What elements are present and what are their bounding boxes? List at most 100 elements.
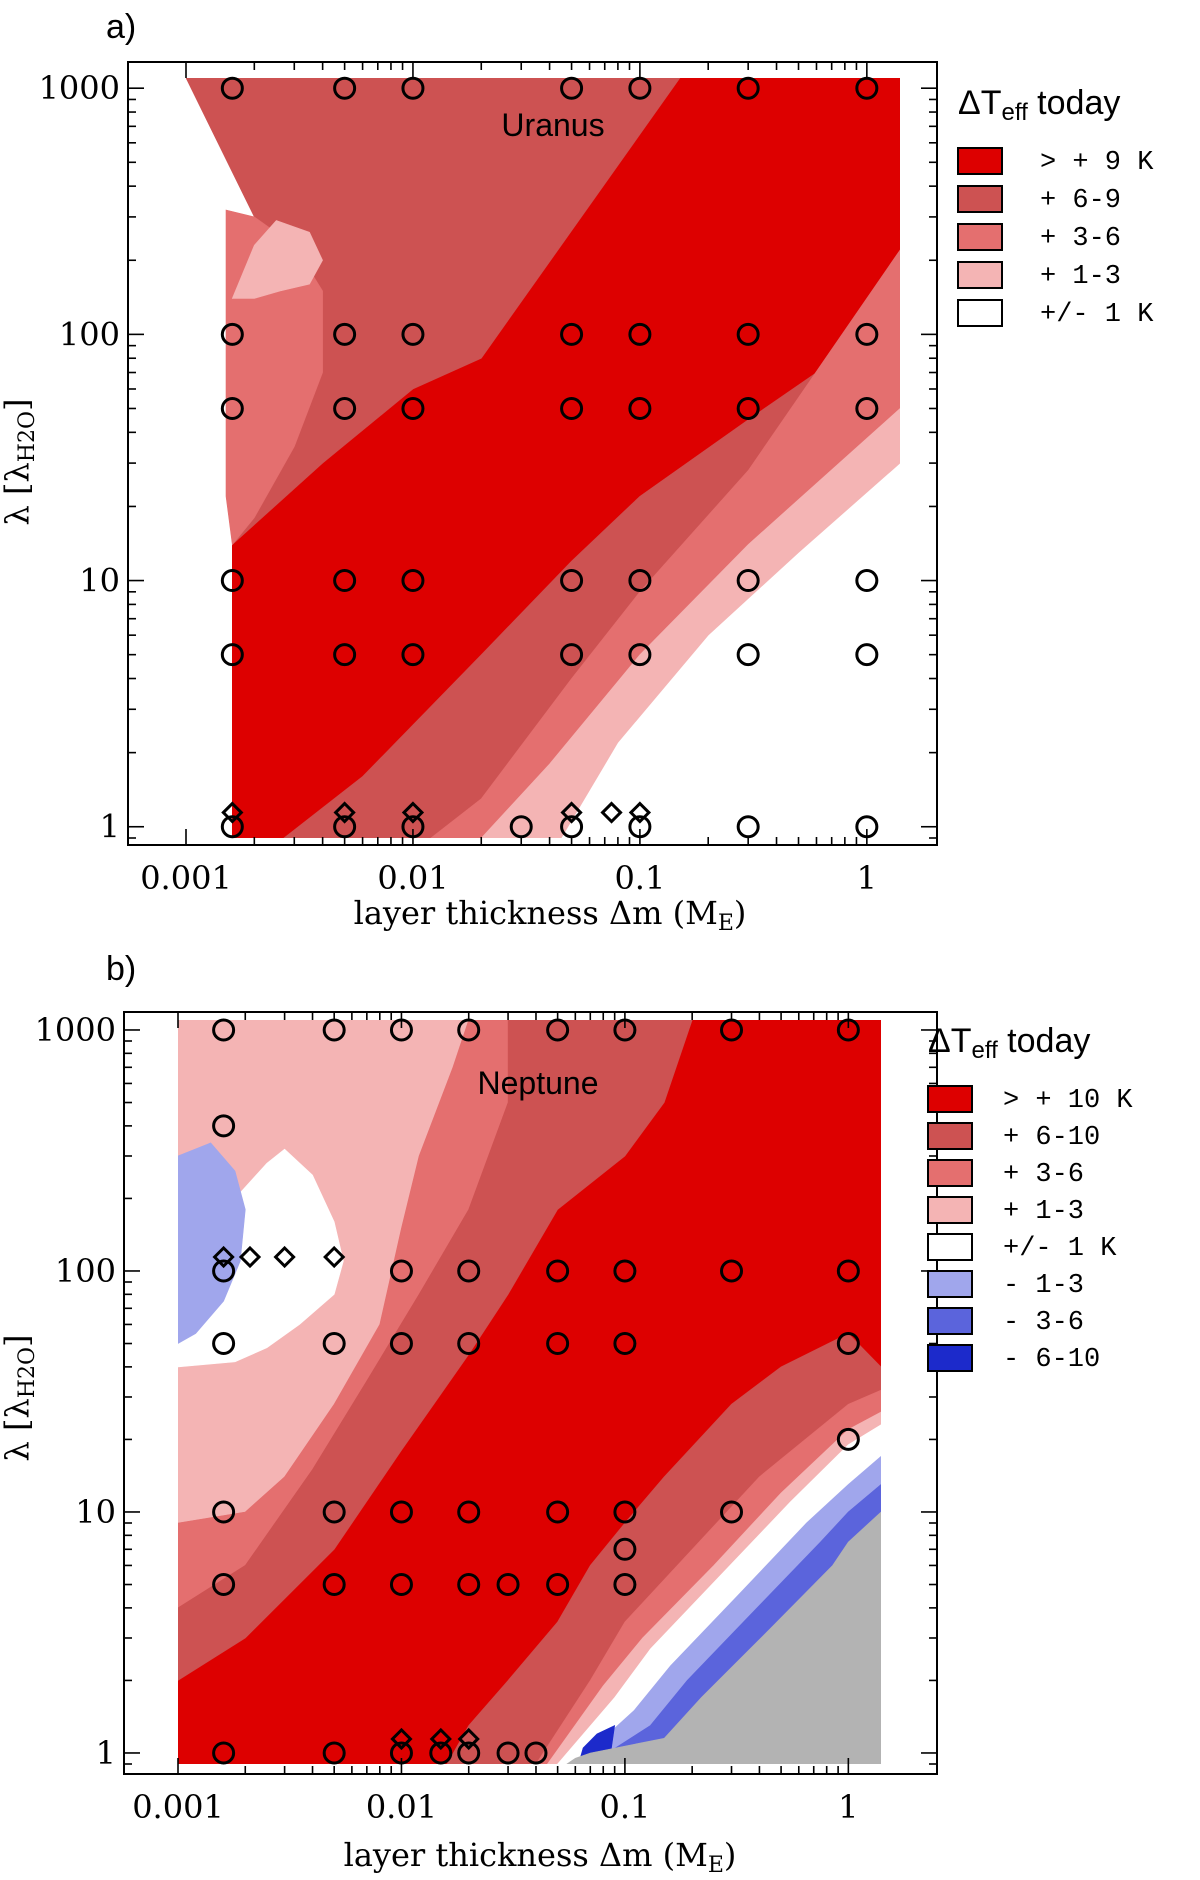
data-point-circle [457,1500,481,1524]
data-point-circle [546,1018,570,1042]
data-point-circle [457,1018,481,1042]
data-point-circle [333,76,357,100]
data-point-circle [401,322,425,346]
data-point-circle [457,1332,481,1356]
legend-swatch [927,1233,973,1261]
plot-area-b: 0.001 0.01 0.1 1 1 10 100 1000 [35,1011,938,1826]
data-point-circle [855,76,879,100]
data-point-circle [613,1573,637,1597]
data-point-diamond [401,801,425,824]
panel-b: b) 0.001 0.01 0.1 1 1 10 100 1000 Neptune layer… [0,950,1133,1878]
data-point-circle [389,1332,413,1356]
legend-swatch [957,299,1003,327]
data-point-circle [322,1573,346,1597]
region-band-6-10-left [178,1020,693,1681]
data-point-circle [220,569,244,593]
data-point-circle [457,1573,481,1597]
legend-label: + 1-3 [1003,1197,1084,1227]
legend-label: > + 9 K [1040,148,1154,178]
data-point-circle [220,76,244,100]
data-point-circle [560,322,584,346]
data-point-diamond [212,1245,235,1269]
data-point-circle [736,569,760,593]
data-point-circle [333,396,357,420]
panel-a: a) 0.001 0.01 0.1 1 1 10 100 1000 Uranus layer … [0,8,1154,936]
legend-b-title: ΔTeff today [928,1022,1090,1064]
panel-b-title: Neptune [478,1065,599,1101]
data-point-circle [836,1332,860,1356]
y-tick-label: 100 [59,315,120,353]
data-point-circle [855,643,879,667]
data-point-circle [560,815,584,839]
region-blue-left [178,1142,246,1344]
data-point-diamond [429,1727,452,1751]
legend-label: - 6-10 [1003,1345,1100,1375]
data-point-diamond [560,801,583,824]
data-point-diamond [457,1727,480,1751]
data-point-diamond [600,801,623,824]
data-point-circle [613,1259,637,1283]
data-point-diamond [333,801,356,824]
data-point-circle [389,1500,413,1524]
data-point-circle [836,1427,860,1451]
data-point-circle [389,1259,413,1283]
legend-swatch [927,1085,973,1113]
legend-swatch [957,223,1003,251]
data-point-circle [560,396,584,420]
panel-a-markers [220,76,879,839]
data-point-circle [322,1332,346,1356]
data-point-circle [496,1573,520,1597]
y-tick-label: 100 [55,1252,116,1290]
x-tick-label: 0.01 [377,859,448,897]
data-point-circle [855,569,879,593]
data-point-circle [628,322,652,346]
panel-b-ticks [124,1012,937,1774]
legend-swatch [927,1307,973,1335]
legend-swatch [927,1122,973,1150]
data-point-circle [720,1018,744,1042]
data-point-circle [389,1573,413,1597]
y-tick-label: 1 [100,808,120,846]
legend-swatch [927,1159,973,1187]
x-axis-label-a: layer thickness Δm (ME) [354,894,747,936]
data-point-circle [401,396,425,420]
panel-a-ticks [128,62,937,845]
region-band-1-3-lower [480,408,900,838]
data-point-circle [613,1500,637,1524]
legend-label: - 3-6 [1003,1308,1084,1338]
panel-a-label: a) [106,8,136,46]
data-point-circle [560,76,584,100]
y-tick-label: 1000 [39,69,120,107]
region-grey-no-data [566,1511,881,1764]
y-tick-label: 1 [96,1734,116,1772]
x-tick-label: 0.1 [599,1788,650,1826]
y-tick-label: 1000 [35,1011,116,1049]
data-point-circle [546,1500,570,1524]
legend-a: ΔTeff today > + 9 K + 6-9 + 3-6 + 1-3 +/- 1 … [957,84,1154,330]
data-point-circle [496,1741,520,1765]
data-point-circle [401,643,425,667]
data-point-circle [457,1741,481,1765]
data-point-circle [546,1259,570,1283]
data-point-circle [212,1500,236,1524]
panel-a-frame [127,61,938,846]
y-tick-label: 10 [79,562,120,600]
data-point-circle [457,1259,481,1283]
legend-swatch [927,1270,973,1298]
x-tick-label: 0.001 [132,1788,224,1826]
y-tick-label: 10 [75,1493,116,1531]
data-point-circle [628,643,652,667]
legend-label: +/- 1 K [1040,300,1154,330]
data-point-circle [212,1332,236,1356]
data-point-circle [401,569,425,593]
data-point-circle [429,1741,453,1765]
legend-label: + 3-6 [1003,1160,1084,1190]
panel-a-contour-regions [186,78,900,838]
data-point-circle [524,1741,548,1765]
legend-label: > + 10 K [1003,1086,1133,1116]
data-point-circle [628,76,652,100]
data-point-circle [220,643,244,667]
x-axis-label-b: layer thickness Δm (ME) [344,1836,737,1878]
data-point-circle [836,1259,860,1283]
legend-label: - 1-3 [1003,1271,1084,1301]
